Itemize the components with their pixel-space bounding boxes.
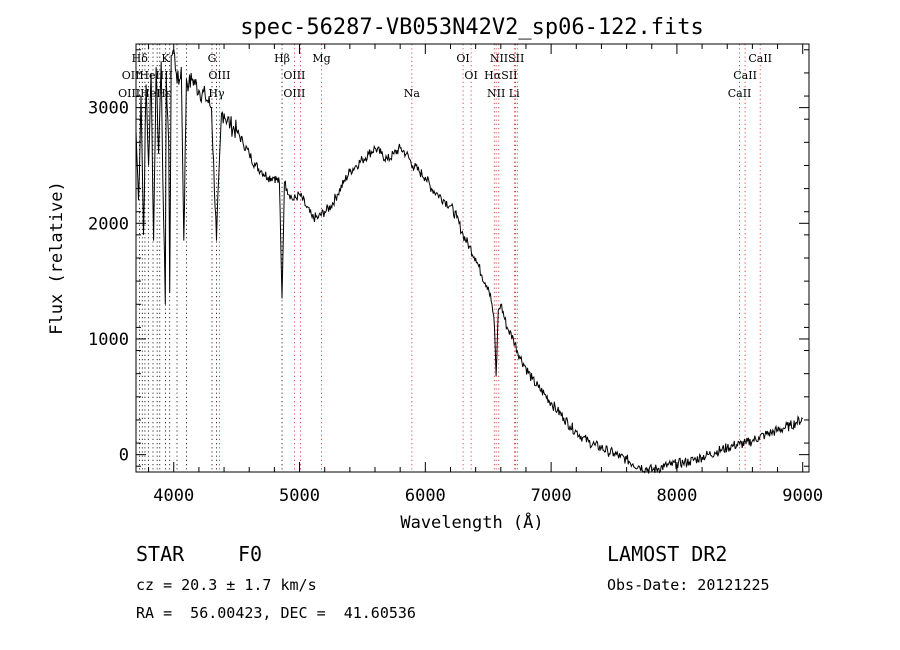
- plot-frame: [135, 43, 810, 473]
- line-label-2: G: [208, 52, 217, 65]
- observation-date: Obs-Date: 20121225: [607, 576, 770, 594]
- line-label-7: CaII: [748, 52, 772, 65]
- y-tick-label-3: 3000: [88, 99, 129, 119]
- y-axis-label: Flux (relative): [47, 181, 67, 335]
- line-label-11: OI: [464, 69, 477, 82]
- line-label-16: OIII: [283, 87, 305, 100]
- line-label-17: Na: [404, 87, 421, 100]
- object-class: STAR: [136, 542, 185, 566]
- y-tick-label-1: 1000: [88, 330, 129, 350]
- line-label-15: Hγ: [208, 87, 225, 100]
- line-label-10: OIII: [283, 69, 305, 82]
- x-tick-label-5: 9000: [782, 486, 823, 506]
- line-label-9: OIII: [208, 69, 230, 82]
- line-label-3: Hβ: [274, 52, 290, 65]
- x-axis-label: Wavelength (Å): [400, 511, 543, 533]
- redshift-info: cz = 20.3 ± 1.7 km/s: [136, 576, 317, 594]
- survey-name: LAMOST DR2: [607, 542, 728, 566]
- x-tick-label-2: 6000: [405, 486, 446, 506]
- object-subclass: F0: [238, 542, 263, 566]
- axes: 4000 5000 6000 7000 8000 9000 0 1000 2000 3000: [88, 44, 823, 506]
- line-label-18: NII Li: [487, 87, 520, 100]
- line-label-8: OIIHeIIII: [122, 69, 173, 82]
- line-label-5: OI: [456, 52, 469, 65]
- y-tick-label-0: 0: [119, 446, 129, 466]
- spectrum-line: [135, 48, 804, 474]
- y-tick-label-2: 2000: [88, 214, 129, 234]
- line-label-19: CaII: [728, 87, 752, 100]
- x-tick-label-1: 5000: [279, 486, 320, 506]
- line-label-4: Mg: [312, 52, 330, 65]
- x-tick-label-4: 8000: [656, 486, 697, 506]
- spectral-line-markers: Hδ K G Hβ Mg OI NIISII CaII OIIHeIIII OIII OIII OI H…: [118, 44, 772, 472]
- line-label-0: Hδ: [132, 52, 149, 65]
- x-tick-label-0: 4000: [153, 486, 194, 506]
- line-label-13: CaII: [733, 69, 757, 82]
- line-label-14: OIIIHeHε: [118, 87, 172, 100]
- spectrum-series: [135, 48, 804, 474]
- line-label-6: NIISII: [490, 52, 525, 65]
- chart-title: spec-56287-VB053N42V2_sp06-122.fits: [240, 15, 704, 40]
- line-label-1: K: [161, 52, 170, 65]
- coordinates: RA = 56.00423, DEC = 41.60536: [136, 604, 416, 622]
- line-label-12: HαSII: [484, 69, 517, 82]
- x-tick-label-3: 7000: [531, 486, 572, 506]
